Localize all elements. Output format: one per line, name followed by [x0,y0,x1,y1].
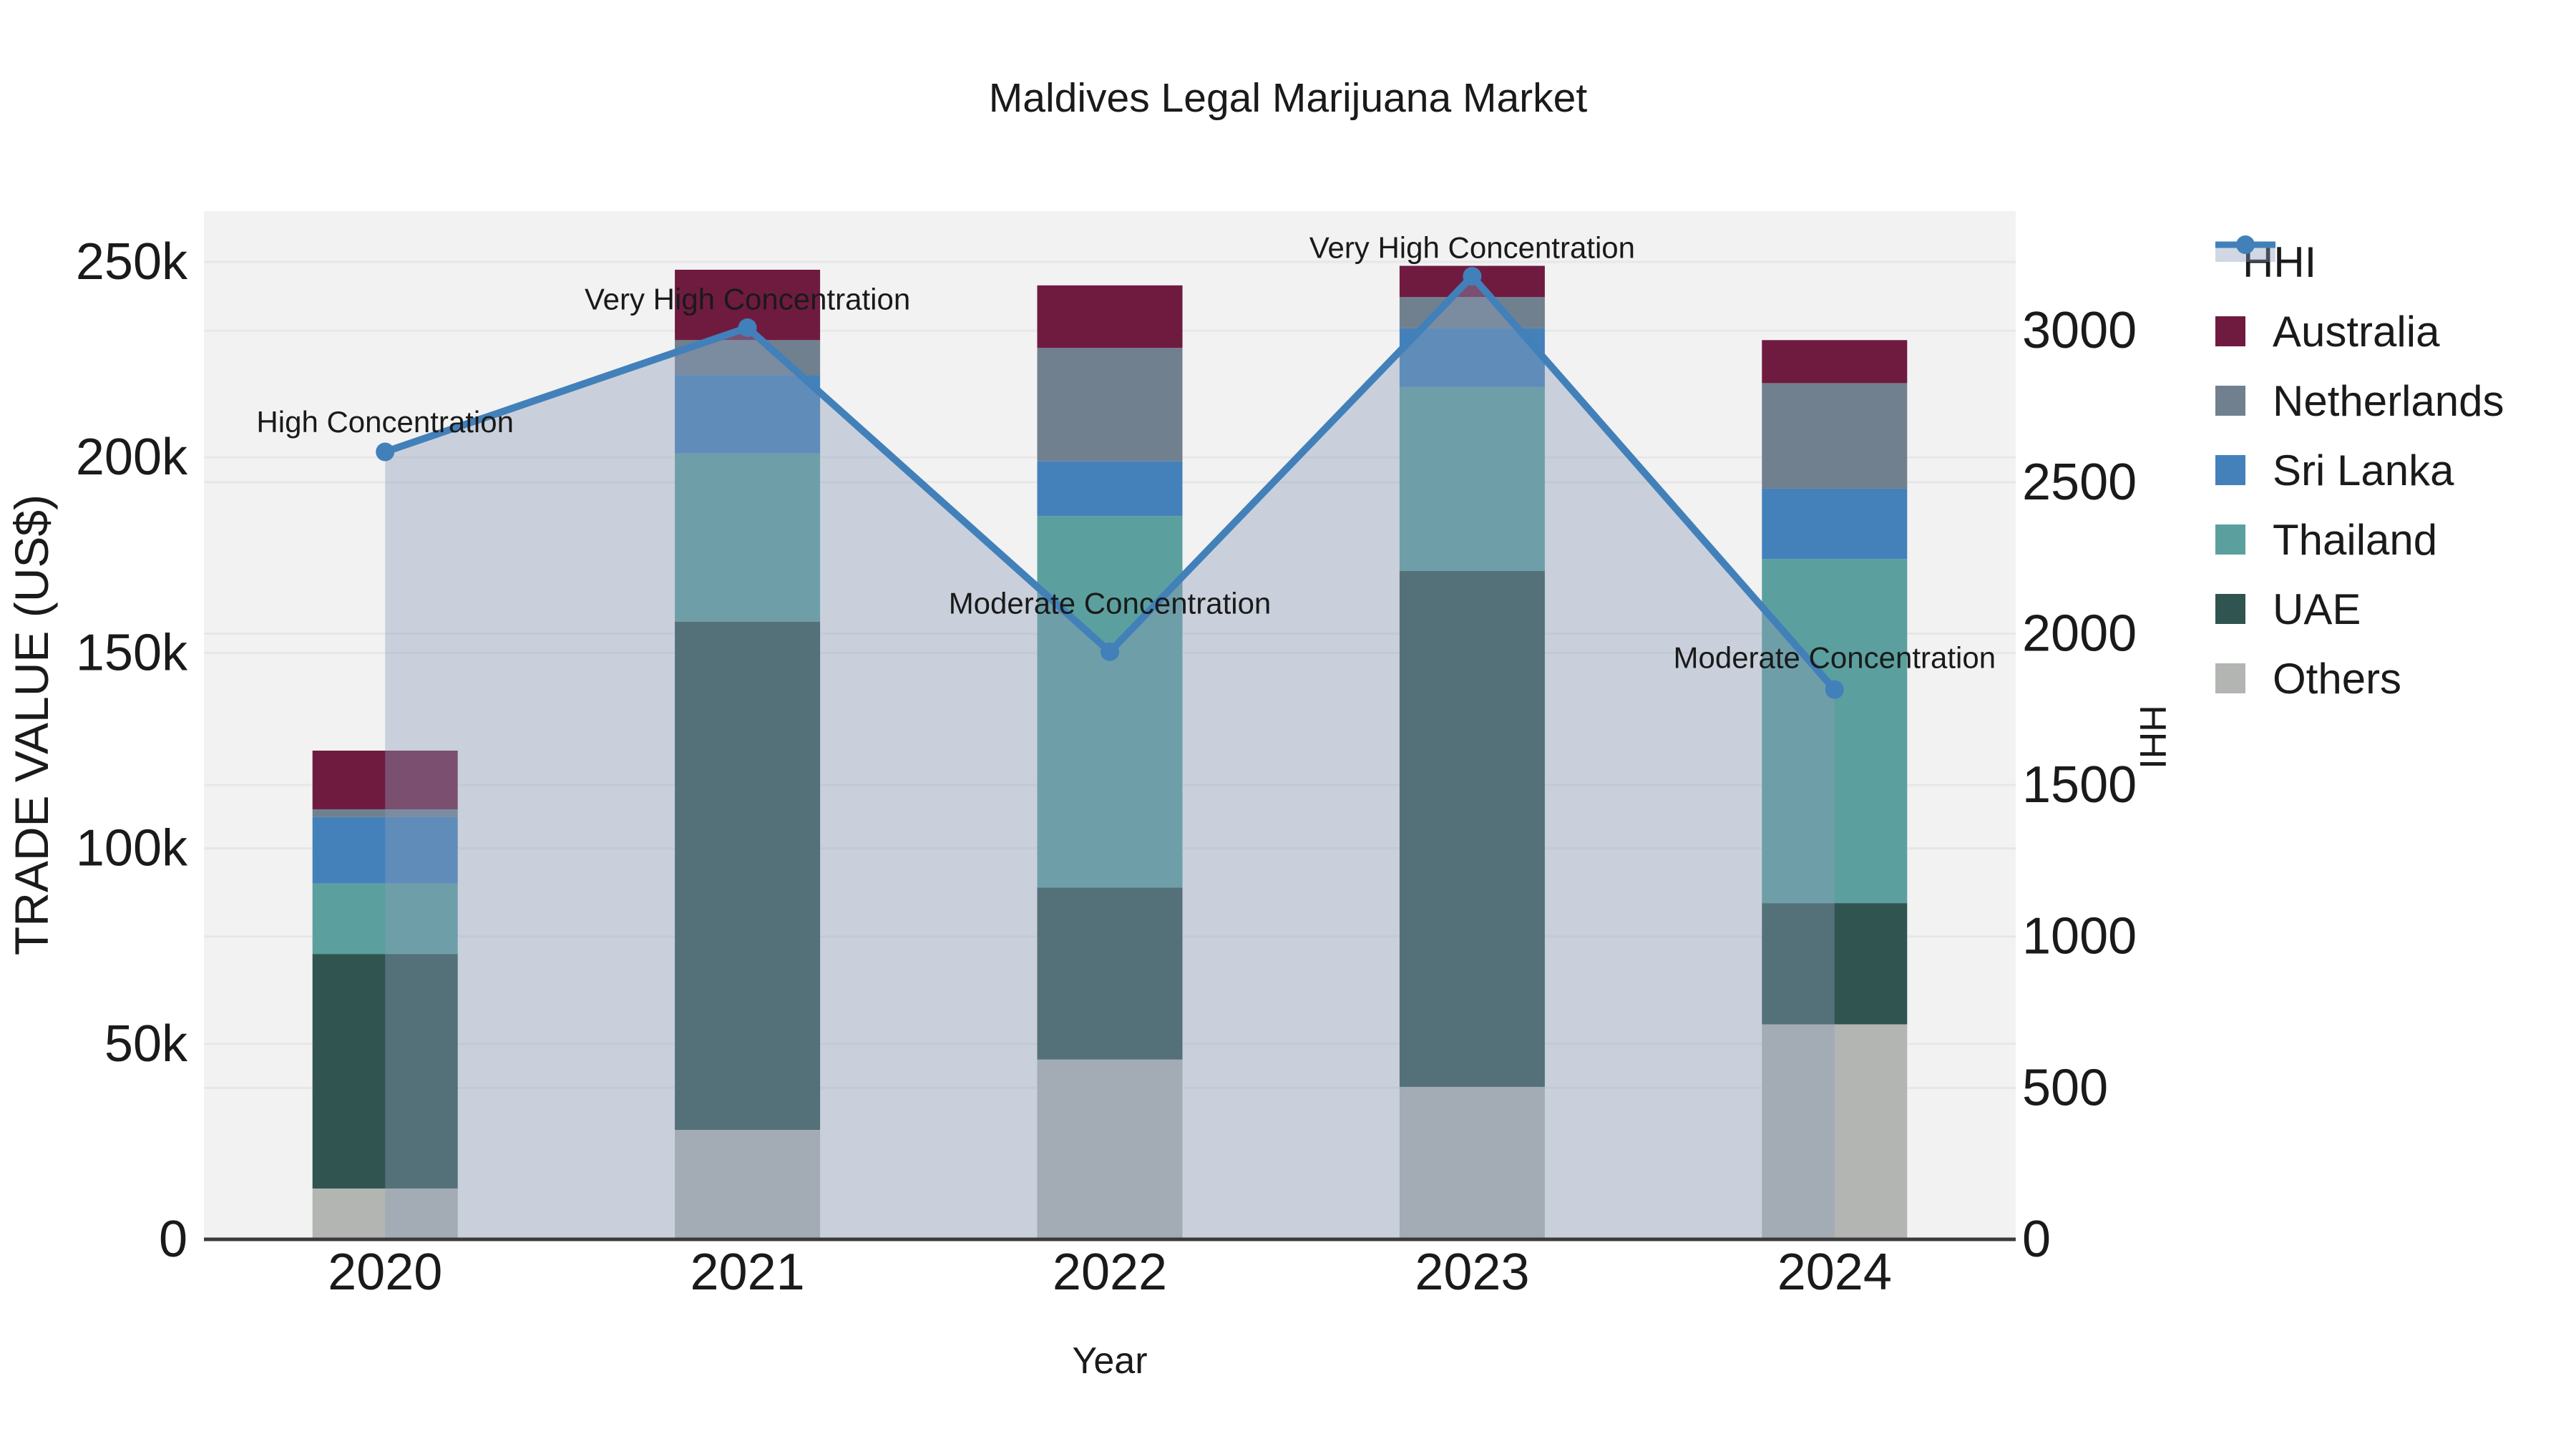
legend-swatch-icon [2215,455,2245,485]
bar-segment-netherlands-2024 [1762,383,1908,489]
y-right-tick-label: 1500 [2022,756,2137,814]
y-left-tick-label: 250k [76,233,188,291]
legend-item-label: Netherlands [2273,376,2504,425]
bar-segment-sri-lanka-2020 [312,816,458,884]
y-right-tick-label: 3000 [2022,302,2137,359]
legend-item-label: Australia [2273,307,2440,356]
bar-segment-uae-2022 [1037,887,1183,1060]
hhi-point-2021 [738,318,757,337]
hhi-line-sample [2215,235,2275,262]
y-right-tick-label: 2500 [2022,454,2137,511]
legend-item-uae[interactable]: UAE [2215,575,2361,643]
y-axis-title-right: HHI [2132,705,2173,769]
hhi-point-2020 [376,442,395,462]
hhi-annotation: High Concentration [256,405,514,439]
y-right-tick-label: 1000 [2022,908,2137,965]
x-tick-label: 2021 [691,1244,805,1301]
bar-segment-australia-2022 [1037,285,1183,348]
hhi-point-2024 [1825,680,1844,699]
legend-item-label: Thailand [2273,515,2438,564]
bar-segment-others-2024 [1762,1024,1908,1239]
bar-segment-uae-2023 [1399,570,1545,1087]
legend-item-sri-lanka[interactable]: Sri Lanka [2215,436,2454,504]
x-axis-title: Year [1072,1340,1148,1382]
bar-segment-australia-2024 [1762,340,1908,384]
bar-segment-others-2021 [675,1130,821,1239]
bar-segment-thailand-2024 [1762,559,1908,904]
bar-segment-thailand-2022 [1037,516,1183,888]
hhi-point-2022 [1101,642,1119,661]
y-left-tick-label: 50k [104,1015,188,1073]
hhi-marker-icon [2236,235,2255,254]
bar-segment-netherlands-2022 [1037,348,1183,462]
bar-segment-thailand-2020 [312,883,458,955]
bar-segment-netherlands-2020 [312,809,458,817]
legend-item-others[interactable]: Others [2215,644,2401,713]
legend-item-label: Others [2273,654,2402,703]
hhi-annotation: Moderate Concentration [949,586,1272,620]
hhi-annotation: Moderate Concentration [1673,640,1996,674]
x-tick-label: 2024 [1777,1244,1892,1301]
hhi-point-2023 [1463,267,1482,286]
bar-segment-others-2020 [312,1188,458,1239]
x-tick-label: 2022 [1053,1244,1167,1301]
y-left-tick-label: 0 [159,1211,187,1268]
x-tick-label: 2020 [328,1244,442,1301]
bar-segment-thailand-2023 [1399,386,1545,571]
hhi-annotation: Very High Concentration [1309,231,1635,265]
legend-item-hhi[interactable]: HHI [2215,228,2316,296]
y-right-tick-label: 500 [2022,1059,2108,1116]
legend-swatch-icon [2215,386,2245,416]
legend-swatch-icon [2215,594,2245,624]
legend-item-thailand[interactable]: Thailand [2215,505,2437,574]
bar-segment-thailand-2021 [675,453,821,622]
legend-item-label: UAE [2273,585,2361,633]
bar-segment-uae-2020 [312,954,458,1189]
bar-segment-others-2023 [1399,1086,1545,1239]
legend-item-label: Sri Lanka [2273,446,2454,494]
bar-segment-sri-lanka-2021 [675,375,821,454]
y-axis-title-left: TRADE VALUE (US$) [5,494,58,956]
y-right-tick-label: 2000 [2022,605,2137,662]
bar-segment-sri-lanka-2023 [1399,328,1545,387]
legend-item-australia[interactable]: Australia [2215,297,2439,366]
y-left-tick-label: 100k [76,820,188,877]
y-left-tick-label: 150k [76,624,188,681]
bar-segment-sri-lanka-2022 [1037,461,1183,517]
bar-segment-uae-2021 [675,621,821,1131]
legend-swatch-icon [2215,663,2245,693]
bar-segment-australia-2020 [312,751,458,809]
legend-item-netherlands[interactable]: Netherlands [2215,366,2504,435]
bar-segment-others-2022 [1037,1059,1183,1239]
hhi-annotation: Very High Concentration [585,282,910,316]
bar-segment-sri-lanka-2024 [1762,488,1908,560]
legend-swatch-icon [2215,316,2245,346]
hhi-area-fill [385,276,1835,1240]
y-right-tick-label: 0 [2022,1211,2051,1268]
legend-swatch-icon [2215,525,2245,555]
x-tick-label: 2023 [1415,1244,1529,1301]
y-left-tick-label: 200k [76,429,188,486]
bar-segment-uae-2024 [1762,903,1908,1025]
chart-title-line1: Maldives Legal Marijuana Market [988,75,1588,121]
